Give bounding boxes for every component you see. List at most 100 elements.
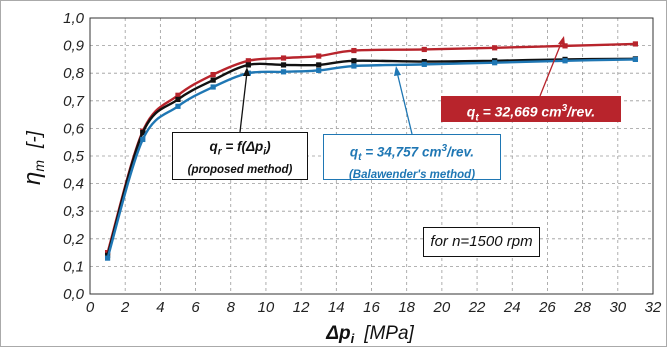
series-line-1 bbox=[106, 57, 636, 256]
data-point-2 bbox=[351, 63, 357, 69]
series-group bbox=[104, 41, 639, 261]
x-axis-symbol: Δp bbox=[325, 323, 350, 344]
data-point-1 bbox=[280, 62, 287, 68]
data-point-2 bbox=[492, 60, 498, 66]
data-point-0 bbox=[562, 43, 568, 49]
blue-sup: 3 bbox=[441, 143, 448, 154]
annotation-proposed-method: qr = f(Δpi) (proposed method) bbox=[172, 132, 308, 180]
data-point-0 bbox=[175, 92, 181, 98]
y-tick-label: 1,0 bbox=[63, 10, 85, 27]
x-tick-label: 30 bbox=[609, 299, 626, 316]
data-point-0 bbox=[210, 71, 216, 78]
x-tick-labels: 0 2 4 6 8 10 12 14 16 18 20 22 24 26 28 30 32 bbox=[86, 299, 662, 316]
x-tick-label: 4 bbox=[156, 299, 164, 316]
y-tick-label: 0,5 bbox=[63, 148, 85, 165]
x-tick-label: 32 bbox=[645, 299, 662, 316]
data-point-2 bbox=[210, 84, 216, 90]
y-tick-label: 0,0 bbox=[63, 286, 85, 303]
blue-text: = 34,757 cm bbox=[361, 144, 442, 160]
black-sub2: i bbox=[263, 146, 267, 158]
data-point-0 bbox=[316, 53, 322, 59]
x-tick-label: 12 bbox=[293, 299, 310, 316]
y-tick-label: 0,4 bbox=[63, 176, 84, 193]
black-q: q bbox=[209, 139, 218, 154]
x-tick-label: 26 bbox=[538, 299, 556, 316]
data-point-0 bbox=[632, 41, 639, 47]
black-line2: (proposed method) bbox=[187, 163, 293, 176]
red-sub: t bbox=[475, 112, 479, 124]
y-tick-labels: 0,0 0,1 0,2 0,3 0,4 0,5 0,6 0,7 0,8 0,9 1,0 bbox=[63, 10, 85, 303]
arrow-black-head bbox=[243, 67, 250, 76]
data-point-2 bbox=[280, 69, 287, 75]
data-point-0 bbox=[351, 47, 357, 54]
red-q: q bbox=[466, 103, 476, 120]
data-point-2 bbox=[175, 103, 181, 109]
arrow-red-head bbox=[558, 36, 565, 45]
series-line-0 bbox=[106, 42, 636, 253]
y-axis-symbol: η bbox=[19, 172, 46, 185]
x-tick-label: 14 bbox=[328, 299, 345, 316]
x-tick-label: 10 bbox=[258, 299, 275, 316]
annotation-speed-note: for n=1500 rpm bbox=[423, 227, 540, 257]
black-tail: ) bbox=[266, 139, 271, 154]
data-point-1 bbox=[421, 59, 427, 65]
blue-tail: /rev. bbox=[447, 144, 475, 160]
x-tick-label: 8 bbox=[227, 299, 236, 316]
annotation-arrows bbox=[239, 36, 565, 135]
red-sup: 3 bbox=[561, 103, 568, 114]
x-tick-label: 22 bbox=[468, 299, 486, 316]
y-tick-label: 0,9 bbox=[63, 38, 85, 55]
arrow-red bbox=[539, 40, 563, 97]
x-axis-title: Δpi [MPa] bbox=[325, 323, 414, 346]
blue-sub: t bbox=[358, 152, 362, 164]
data-point-1 bbox=[245, 62, 251, 68]
red-text: = 32,669 cm bbox=[478, 103, 562, 120]
x-tick-label: 6 bbox=[191, 299, 200, 316]
plot-area-frame bbox=[89, 17, 654, 295]
data-point-0 bbox=[280, 55, 287, 61]
blue-line2: (Balawender's method) bbox=[348, 169, 476, 182]
x-tick-label: 20 bbox=[433, 299, 451, 316]
y-tick-label: 0,3 bbox=[63, 203, 85, 220]
data-point-2 bbox=[140, 136, 146, 143]
data-point-2 bbox=[562, 58, 568, 64]
data-point-1 bbox=[351, 58, 357, 64]
data-point-1 bbox=[140, 129, 146, 136]
y-tick-label: 0,6 bbox=[63, 120, 85, 137]
y-tick-label: 0,1 bbox=[63, 258, 84, 275]
black-text: = f(Δp bbox=[221, 139, 264, 154]
x-tick-label: 16 bbox=[363, 299, 380, 316]
y-tick-label: 0,7 bbox=[63, 93, 85, 110]
y-axis-subscript: m bbox=[31, 160, 47, 172]
data-point-2 bbox=[632, 56, 639, 62]
black-sub: r bbox=[217, 146, 222, 158]
annotation-red-qt: qt = 32,669 cm3/rev. bbox=[441, 96, 621, 124]
y-axis-title: ηm [-] bbox=[19, 130, 47, 185]
blue-line1: qt = 34,757 cm3/rev. bbox=[324, 140, 500, 167]
arrow-black bbox=[239, 71, 248, 133]
y-tick-label: 0,2 bbox=[63, 231, 85, 248]
data-point-1 bbox=[175, 96, 181, 103]
data-point-0 bbox=[421, 46, 427, 53]
y-tick-label: 0,8 bbox=[63, 65, 85, 82]
red-tail: /rev. bbox=[567, 103, 596, 120]
data-point-1 bbox=[316, 62, 322, 68]
x-tick-label: 2 bbox=[120, 299, 130, 316]
data-point-2 bbox=[104, 255, 111, 261]
arrow-blue bbox=[396, 71, 413, 135]
x-axis-subscript: i bbox=[351, 331, 355, 346]
arrow-blue-head bbox=[394, 66, 401, 76]
data-point-2 bbox=[316, 67, 322, 74]
x-tick-label: 18 bbox=[398, 299, 415, 316]
series-line-2 bbox=[106, 58, 636, 259]
x-tick-label: 28 bbox=[573, 299, 591, 316]
x-tick-label: 24 bbox=[503, 299, 521, 316]
data-point-2 bbox=[421, 61, 427, 67]
data-point-0 bbox=[492, 45, 498, 51]
black-line1: qr = f(Δpi) bbox=[173, 138, 307, 162]
x-axis-unit: [MPa] bbox=[363, 323, 414, 344]
blue-q: q bbox=[349, 144, 359, 160]
data-point-0 bbox=[245, 58, 251, 64]
annotation-balawender-method: qt = 34,757 cm3/rev. (Balawender's method… bbox=[323, 134, 501, 182]
